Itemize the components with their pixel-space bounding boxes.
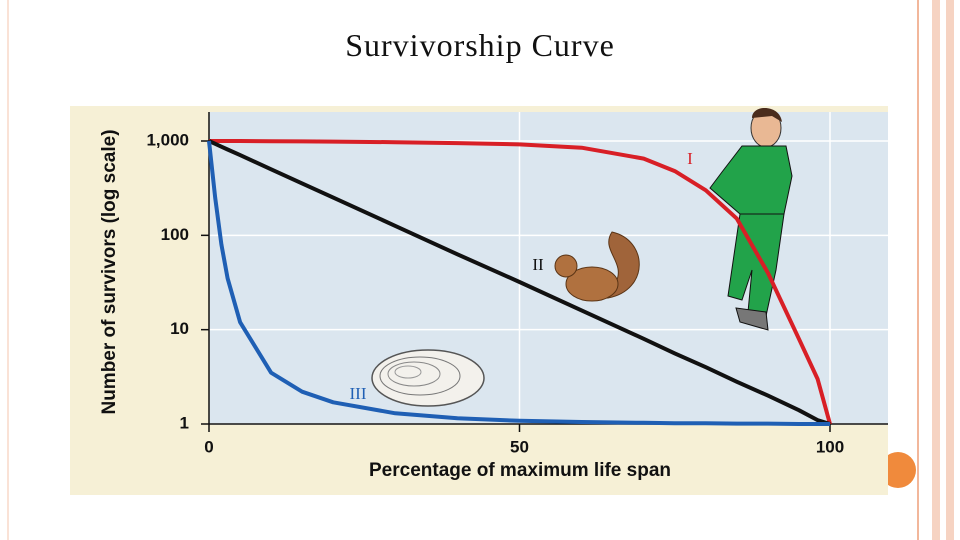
x-axis-label: Percentage of maximum life span [369,460,671,481]
x-tick-label: 0 [204,437,213,456]
curves [207,139,832,426]
slide-border [946,0,954,540]
series-line [209,139,832,425]
chart-title: Survivorship Curve [345,27,615,63]
series-label: III [350,384,367,403]
oyster [394,365,422,379]
oyster [379,356,461,396]
series-label: I [687,149,693,168]
squirrel [554,254,578,278]
y-tick-label: 10 [170,319,189,338]
oyster [387,361,441,387]
runner [735,307,769,331]
x-tick-label: 100 [816,437,844,456]
x-tick-label: 50 [510,437,529,456]
y-tick-label: 100 [161,225,189,244]
series-label: II [532,255,544,274]
runner [752,107,782,122]
squirrel [607,231,640,299]
illustrations [371,107,793,407]
slide-dot [880,452,916,488]
series-line [208,139,831,426]
y-tick-label: 1,000 [146,130,189,149]
y-tick-label: 1 [180,413,189,432]
slide-border [932,0,940,540]
series-line [207,140,830,426]
y-axis-label: Number of survivors (log scale) [99,129,120,414]
squirrel [565,266,619,302]
